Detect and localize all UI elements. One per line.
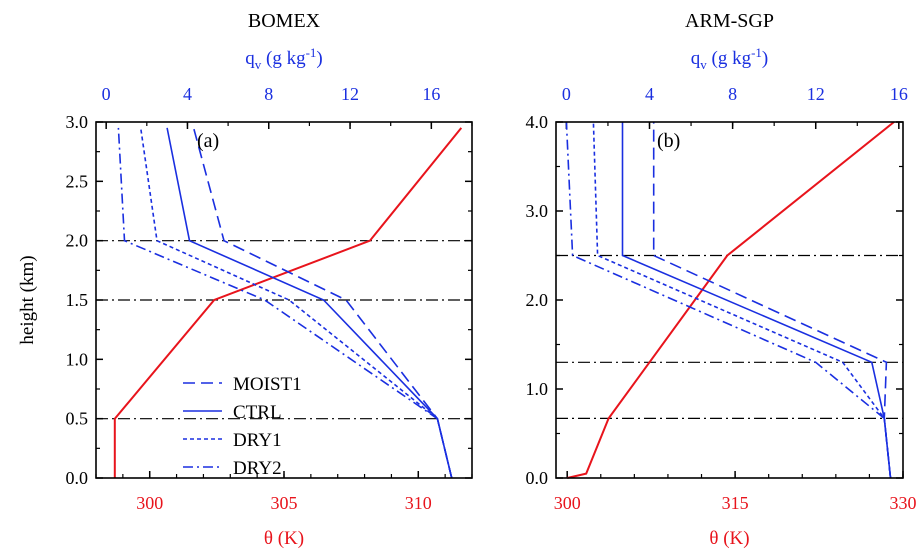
top-axis-label-part: (g kg xyxy=(261,48,306,69)
panel-title: BOMEX xyxy=(248,10,321,32)
top-axis-label-part: q xyxy=(245,48,255,69)
x-bottom-tick-label: 330 xyxy=(890,493,917,513)
series-line-moist1 xyxy=(192,127,453,479)
x-bottom-tick-label: 305 xyxy=(271,493,298,513)
bottom-axis-label: θ (K) xyxy=(264,528,304,549)
top-axis-label-part: (g kg xyxy=(707,48,752,69)
x-top-tick-label: 0 xyxy=(562,84,571,104)
panel-label: (a) xyxy=(197,130,219,152)
x-top-tick-label: 16 xyxy=(890,84,908,104)
bottom-axis-label: θ (K) xyxy=(709,528,749,549)
x-top-tick-label: 12 xyxy=(341,84,359,104)
panel-b: ARM-SGP qv (g kg-1) θ (K) 0.0 1.0 2.0 3.0 4.0 30… xyxy=(526,10,917,549)
series-line-ctrl xyxy=(166,127,453,479)
top-axis-label: qv (g kg-1) xyxy=(245,45,323,72)
y-tick-label: 0.0 xyxy=(526,468,549,488)
plot-frame xyxy=(555,121,904,479)
x-top-tick-label: 4 xyxy=(183,84,192,104)
y-tick-label: 1.0 xyxy=(66,349,89,369)
panel-title: ARM-SGP xyxy=(685,10,774,32)
legend-label: DRY1 xyxy=(233,430,282,451)
series-line- xyxy=(566,121,895,479)
y-tick-label: 0.5 xyxy=(66,409,89,429)
series-line-dry2 xyxy=(565,121,892,479)
series-line-ctrl xyxy=(621,122,892,479)
top-axis-label: qv (g kg-1) xyxy=(691,45,769,72)
top-axis-label-part: -1 xyxy=(306,45,317,60)
legend: MOIST1 CTRL DRY1 DRY2 xyxy=(183,374,302,479)
series-line- xyxy=(113,127,463,478)
top-axis-label-part: -1 xyxy=(751,45,762,60)
x-top-tick-label: 8 xyxy=(728,84,737,104)
panel-label: (b) xyxy=(657,130,680,152)
legend-label: CTRL xyxy=(233,402,282,423)
series-line-dry1 xyxy=(592,121,892,479)
x-top-tick-label: 0 xyxy=(102,84,111,104)
x-top-tick-label: 16 xyxy=(422,84,440,104)
y-tick-label: 0.0 xyxy=(66,468,89,488)
y-tick-label: 1.5 xyxy=(66,290,89,310)
plot-frame xyxy=(95,121,473,479)
top-axis-label-part: v xyxy=(255,57,262,72)
series-line-moist1 xyxy=(652,122,892,479)
x-bottom-tick-label: 300 xyxy=(554,493,581,513)
x-bottom-tick-label: 310 xyxy=(405,493,432,513)
x-bottom-tick-label: 300 xyxy=(136,493,163,513)
y-tick-label: 4.0 xyxy=(526,112,549,132)
y-tick-label: 2.0 xyxy=(66,231,89,251)
y-tick-label: 2.5 xyxy=(66,171,89,191)
panel-a: BOMEX qv (g kg-1) θ (K) 0.0 0.5 1.0 1.5 2.0 2.5 3… xyxy=(66,10,473,549)
y-tick-label: 3.0 xyxy=(526,201,549,221)
series-line-dry1 xyxy=(139,127,453,479)
top-axis-label-part: v xyxy=(700,57,707,72)
x-top-tick-label: 4 xyxy=(645,84,654,104)
top-axis-label-part: q xyxy=(691,48,701,69)
y-tick-label: 3.0 xyxy=(66,112,89,132)
top-axis-label-part: ) xyxy=(316,48,322,69)
y-tick-label: 1.0 xyxy=(526,379,549,399)
y-axis-label: height (km) xyxy=(17,255,38,344)
x-top-tick-label: 8 xyxy=(264,84,273,104)
x-top-tick-label: 12 xyxy=(807,84,825,104)
y-tick-label: 2.0 xyxy=(526,290,549,310)
legend-label: MOIST1 xyxy=(233,374,302,395)
x-bottom-tick-label: 315 xyxy=(722,493,749,513)
series-line-dry2 xyxy=(117,127,453,479)
legend-label: DRY2 xyxy=(233,458,282,479)
top-axis-label-part: ) xyxy=(762,48,768,69)
